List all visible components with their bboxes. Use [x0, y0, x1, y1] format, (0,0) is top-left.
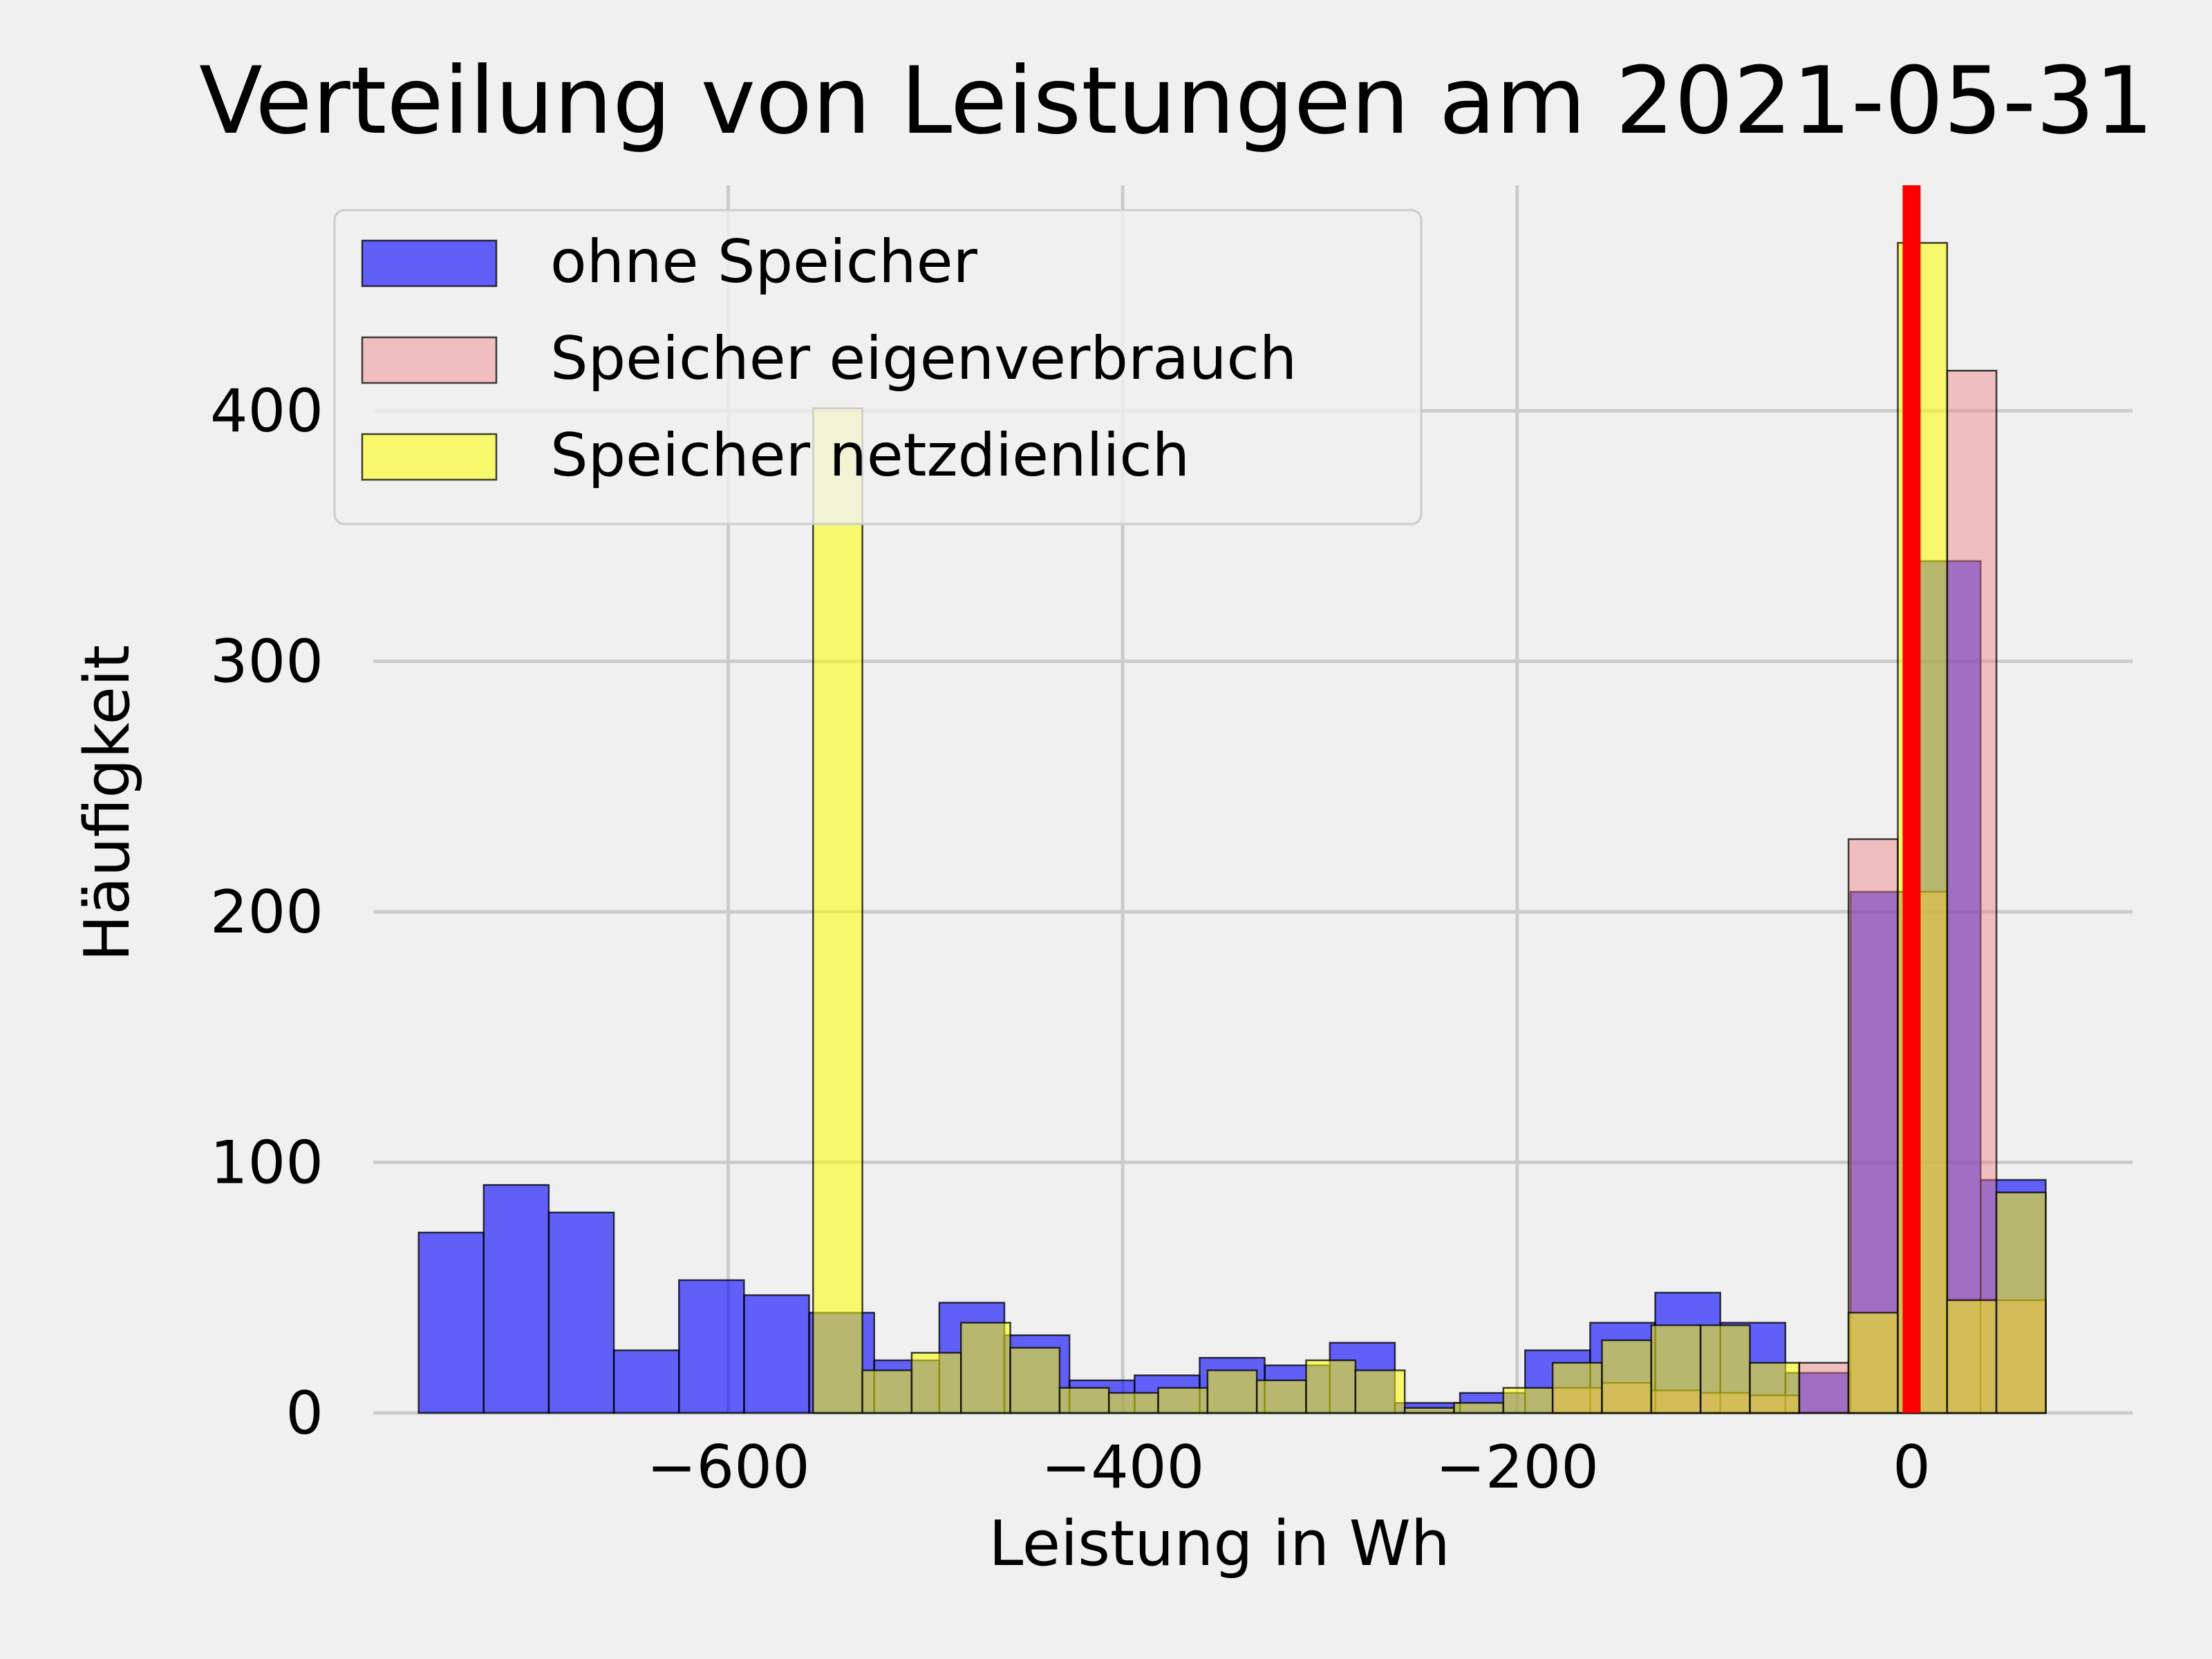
legend-swatch-0 — [361, 239, 498, 288]
bar-series2-bin16 — [1601, 1339, 1653, 1414]
bar-series2-bin9 — [1255, 1379, 1307, 1414]
bar-series2-bin0 — [812, 407, 863, 1414]
bar-series2-bin7 — [1157, 1387, 1209, 1414]
bar-series2-bin24 — [1995, 1191, 2047, 1414]
bar-series2-bin11 — [1354, 1369, 1406, 1414]
x-tick-label: −200 — [1436, 1433, 1599, 1502]
bar-series0-bin5 — [743, 1294, 810, 1414]
x-axis-label: Leistung in Wh — [988, 1508, 1450, 1580]
y-axis-label: Häufigkeit — [71, 645, 144, 962]
bar-series2-bin13 — [1453, 1402, 1505, 1414]
bar-series0-bin1 — [482, 1183, 550, 1414]
chart-title: Verteilung von Leistungen am 2021-05-31 — [199, 47, 2154, 155]
bar-series1-bin23 — [1946, 369, 1998, 1414]
x-tick-label: −400 — [1041, 1433, 1204, 1502]
bar-series2-bin15 — [1551, 1362, 1603, 1414]
bar-series0-bin4 — [677, 1279, 745, 1414]
bar-series2-bin1 — [861, 1369, 913, 1414]
bar-series2-bin14 — [1502, 1387, 1554, 1414]
bar-series2-bin18 — [1699, 1324, 1751, 1414]
bar-series2-bin17 — [1650, 1324, 1702, 1414]
x-tick-label: 0 — [1893, 1433, 1931, 1502]
legend-label-0: ohne Speicher — [550, 227, 978, 297]
legend-swatch-2 — [361, 433, 498, 481]
y-tick-label: 100 — [210, 1129, 324, 1198]
tick-labels: −600 −400 −200 0 0 100 200 300 400 — [210, 377, 1931, 1502]
bar-series0-bin2 — [547, 1211, 615, 1414]
legend-label-1: Speicher eigenverbrauch — [550, 324, 1297, 393]
bar-series2-bin12 — [1403, 1407, 1455, 1414]
bar-series0-bin0 — [418, 1231, 485, 1414]
bar-series2-bin3 — [959, 1322, 1011, 1414]
y-tick-label: 200 — [210, 878, 324, 947]
histogram-bars — [418, 242, 2047, 1414]
y-tick-label: 400 — [210, 377, 324, 446]
bar-series2-bin21 — [1847, 1311, 1899, 1414]
bar-series2-bin6 — [1107, 1391, 1159, 1414]
bar-series2-bin8 — [1206, 1369, 1258, 1414]
bar-series2-bin2 — [910, 1351, 962, 1414]
legend-box — [333, 209, 1423, 525]
legend-swatch-1 — [361, 336, 498, 384]
y-tick-label: 0 — [285, 1379, 324, 1448]
x-tick-label: −600 — [646, 1433, 809, 1502]
bar-series2-bin10 — [1305, 1359, 1357, 1414]
bar-series2-bin23 — [1946, 1299, 1998, 1414]
bar-series0-bin3 — [612, 1349, 680, 1414]
bar-series2-bin19 — [1749, 1362, 1801, 1414]
y-tick-label: 300 — [210, 628, 324, 697]
bar-series2-bin5 — [1058, 1387, 1110, 1414]
legend-label-2: Speicher netzdienlich — [550, 421, 1190, 490]
bar-series2-bin4 — [1009, 1347, 1061, 1414]
bar-series1-bin20 — [1798, 1362, 1850, 1414]
legend: ohne Speicher Speicher eigenverbrauch Spei… — [333, 209, 1423, 525]
